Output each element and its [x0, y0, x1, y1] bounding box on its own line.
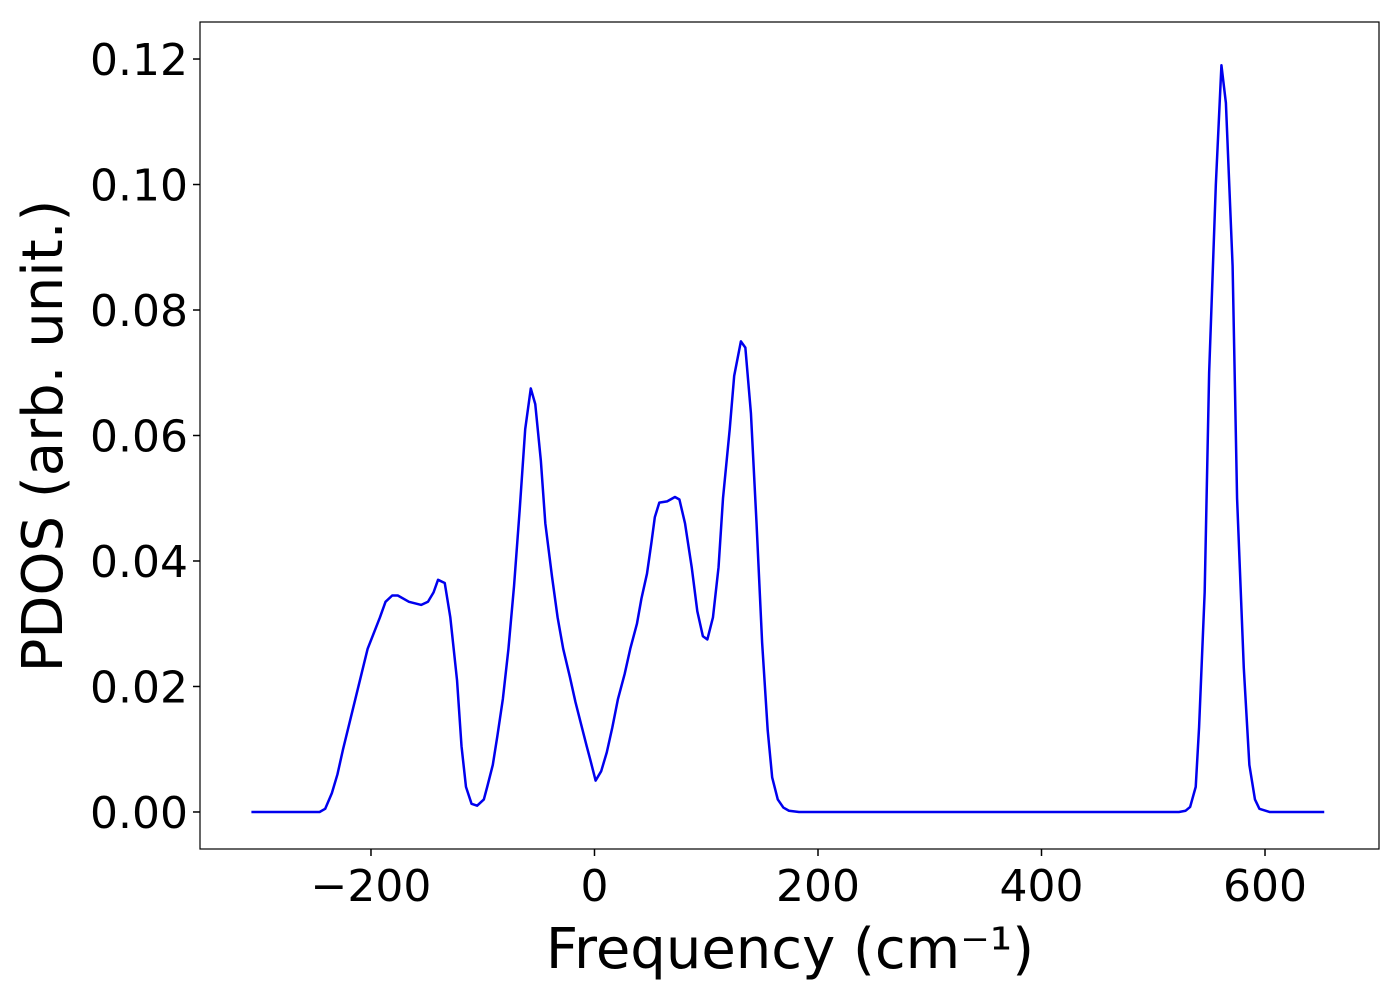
y-tick-label: 0.12 — [90, 35, 188, 86]
y-tick-label: 0.10 — [90, 161, 188, 212]
y-axis-label: PDOS (arb. unit.) — [11, 200, 76, 673]
x-tick-label: 200 — [776, 861, 860, 912]
line-series — [251, 64, 1325, 814]
x-tick-label: 400 — [1000, 861, 1084, 912]
x-tick-label: 600 — [1223, 861, 1307, 912]
y-tick-label: 0.06 — [90, 412, 188, 463]
plot-frame — [199, 21, 1380, 850]
y-tick-label: 0.02 — [90, 662, 188, 713]
x-tick-label: 0 — [580, 861, 608, 912]
y-tick-label: 0.04 — [90, 537, 188, 588]
x-tick-label: −200 — [311, 861, 432, 912]
y-tick-label: 0.08 — [90, 286, 188, 337]
y-tick-label: 0.00 — [90, 788, 188, 839]
x-axis-label: Frequency (cm⁻¹) — [546, 917, 1034, 982]
